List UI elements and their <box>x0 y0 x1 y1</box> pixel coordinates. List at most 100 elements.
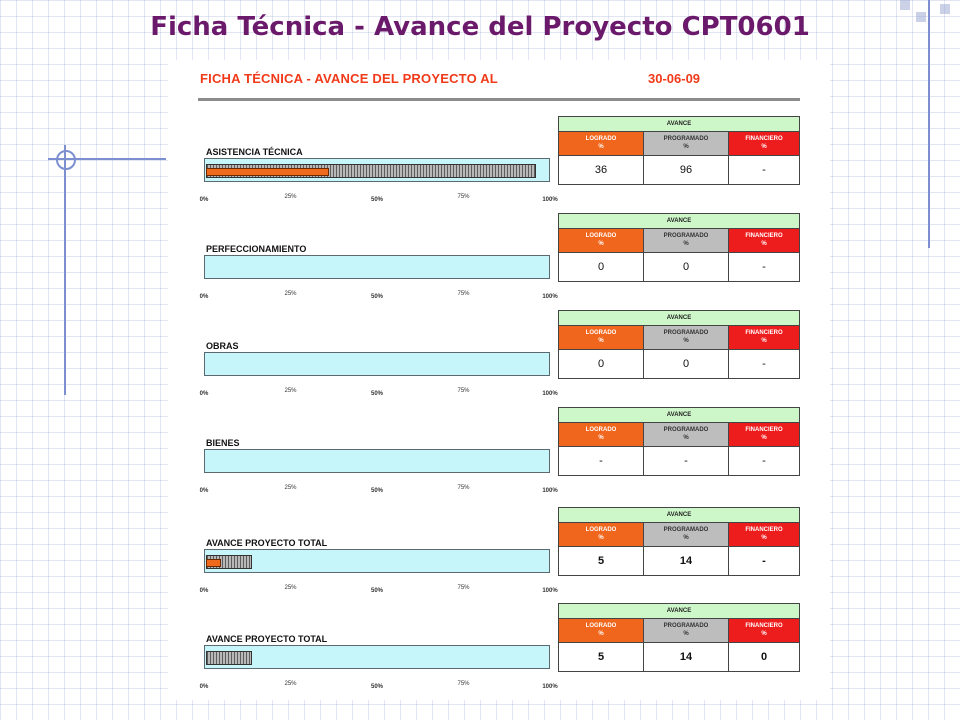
programado-label: PROGRAMADO <box>663 136 709 142</box>
axis-tick-label: 100% <box>542 197 558 203</box>
financiero-column-header: FINANCIERO% <box>729 229 799 252</box>
axis-tick-label: 75% <box>457 388 470 394</box>
decorative-square-icon <box>900 0 910 10</box>
unit-label: % <box>598 435 604 441</box>
axis-tick-label: 50% <box>370 488 384 494</box>
progress-section: BIENES 0% 25% 50% 75% 100% AVANCE LOGRADO% PROGR… <box>168 407 830 499</box>
programado-label: PROGRAMADO <box>663 527 709 533</box>
axis-tick-label: 0% <box>199 391 209 397</box>
section-label: PERFECCIONAMIENTO <box>206 244 307 254</box>
axis-tick-label: 25% <box>284 681 297 687</box>
avance-table: AVANCE LOGRADO% PROGRAMADO% FINANCIERO% 0 0- <box>558 213 800 282</box>
avance-table-header: AVANCE <box>559 117 799 132</box>
unit-label: % <box>761 241 767 247</box>
axis-tick-label: 100% <box>542 488 558 494</box>
axis-tick-label: 75% <box>457 585 470 591</box>
logrado-value: 5 <box>559 643 644 671</box>
progress-bar <box>204 645 550 669</box>
section-label: ASISTENCIA TÉCNICA <box>206 147 303 157</box>
avance-table-header: AVANCE <box>559 408 799 423</box>
logrado-column-header: LOGRADO% <box>559 619 644 642</box>
progress-bar <box>204 549 550 573</box>
unit-label: % <box>761 435 767 441</box>
programado-value: 0 <box>644 350 729 378</box>
unit-label: % <box>598 535 604 541</box>
programado-column-header: PROGRAMADO% <box>644 619 729 642</box>
sheet-divider <box>198 98 800 101</box>
logrado-value: 0 <box>559 350 644 378</box>
decorative-square-icon <box>940 4 950 14</box>
decorative-line <box>928 0 930 248</box>
financiero-label: FINANCIERO <box>745 233 783 239</box>
axis-tick-label: 25% <box>284 585 297 591</box>
avance-table: AVANCE LOGRADO% PROGRAMADO% FINANCIERO% 5 14 0 <box>558 603 800 672</box>
logrado-column-header: LOGRADO% <box>559 326 644 349</box>
axis-tick-label: 50% <box>370 197 384 203</box>
avance-table-header: AVANCE <box>559 604 799 619</box>
logrado-value: 0 <box>559 253 644 281</box>
unit-label: % <box>683 631 689 637</box>
progress-section: OBRAS 0% 25% 50% 75% 100% AVANCE LOGRADO% PROGRA… <box>168 310 830 402</box>
financiero-value: - <box>762 164 766 176</box>
axis-tick-label: 75% <box>457 291 470 297</box>
logrado-value: - <box>559 447 644 475</box>
unit-label: % <box>683 144 689 150</box>
sheet-title: FICHA TÉCNICA - AVANCE DEL PROYECTO AL <box>200 71 498 86</box>
sheet-date: 30-06-09 <box>648 71 701 86</box>
decorative-circle-icon <box>56 150 76 170</box>
financiero-value: - <box>762 555 766 567</box>
axis-tick-label: 0% <box>199 588 209 594</box>
financiero-column-header: FINANCIERO% <box>729 132 799 155</box>
progress-section: AVANCE PROYECTO TOTAL 0% 25% 50% 75% 100% AVAN… <box>168 603 830 695</box>
financiero-label: FINANCIERO <box>745 136 783 142</box>
unit-label: % <box>598 338 604 344</box>
financiero-column-header: FINANCIERO% <box>729 523 799 546</box>
logrado-column-header: LOGRADO% <box>559 523 644 546</box>
axis-tick-label: 25% <box>284 291 297 297</box>
progress-section: ASISTENCIA TÉCNICA 0% 25% 50% 75% 100% AVANCE L… <box>168 116 830 208</box>
programado-bar <box>206 651 253 665</box>
financiero-column-header: FINANCIERO% <box>729 619 799 642</box>
logrado-label: LOGRADO <box>585 427 617 433</box>
financiero-value: - <box>762 455 766 467</box>
programado-label: PROGRAMADO <box>663 623 709 629</box>
decorative-square-icon <box>916 12 926 22</box>
logrado-column-header: LOGRADO% <box>559 229 644 252</box>
axis-tick-label: 100% <box>542 294 558 300</box>
progress-bar <box>204 158 550 182</box>
slide-title: Ficha Técnica - Avance del Proyecto CPT0… <box>150 12 810 42</box>
unit-label: % <box>761 535 767 541</box>
programado-value: 96 <box>644 156 729 184</box>
progress-bar <box>204 449 550 473</box>
section-label: AVANCE PROYECTO TOTAL <box>206 634 328 644</box>
section-label: OBRAS <box>206 341 239 351</box>
progress-bar <box>204 352 550 376</box>
axis-tick-label: 50% <box>370 294 384 300</box>
programado-value: - <box>644 447 729 475</box>
logrado-label: LOGRADO <box>585 233 617 239</box>
unit-label: % <box>598 144 604 150</box>
unit-label: % <box>598 631 604 637</box>
avance-table: AVANCE LOGRADO% PROGRAMADO% FINANCIERO% 0 0- <box>558 310 800 379</box>
programado-value: 14 <box>644 547 729 575</box>
unit-label: % <box>761 631 767 637</box>
logrado-column-header: LOGRADO% <box>559 423 644 446</box>
programado-column-header: PROGRAMADO% <box>644 326 729 349</box>
logrado-label: LOGRADO <box>585 330 617 336</box>
financiero-value: - <box>762 358 766 370</box>
axis-tick-label: 50% <box>370 588 384 594</box>
programado-label: PROGRAMADO <box>663 427 709 433</box>
axis-tick-label: 0% <box>199 488 209 494</box>
axis-tick-label: 25% <box>284 485 297 491</box>
logrado-label: LOGRADO <box>585 527 617 533</box>
financiero-label: FINANCIERO <box>745 427 783 433</box>
decorative-line <box>64 145 66 395</box>
avance-table-header: AVANCE <box>559 311 799 326</box>
axis-tick-label: 100% <box>542 588 558 594</box>
unit-label: % <box>683 535 689 541</box>
financiero-column-header: FINANCIERO% <box>729 423 799 446</box>
progress-bar <box>204 255 550 279</box>
decorative-line <box>48 158 166 160</box>
programado-value: 0 <box>644 253 729 281</box>
logrado-column-header: LOGRADO% <box>559 132 644 155</box>
